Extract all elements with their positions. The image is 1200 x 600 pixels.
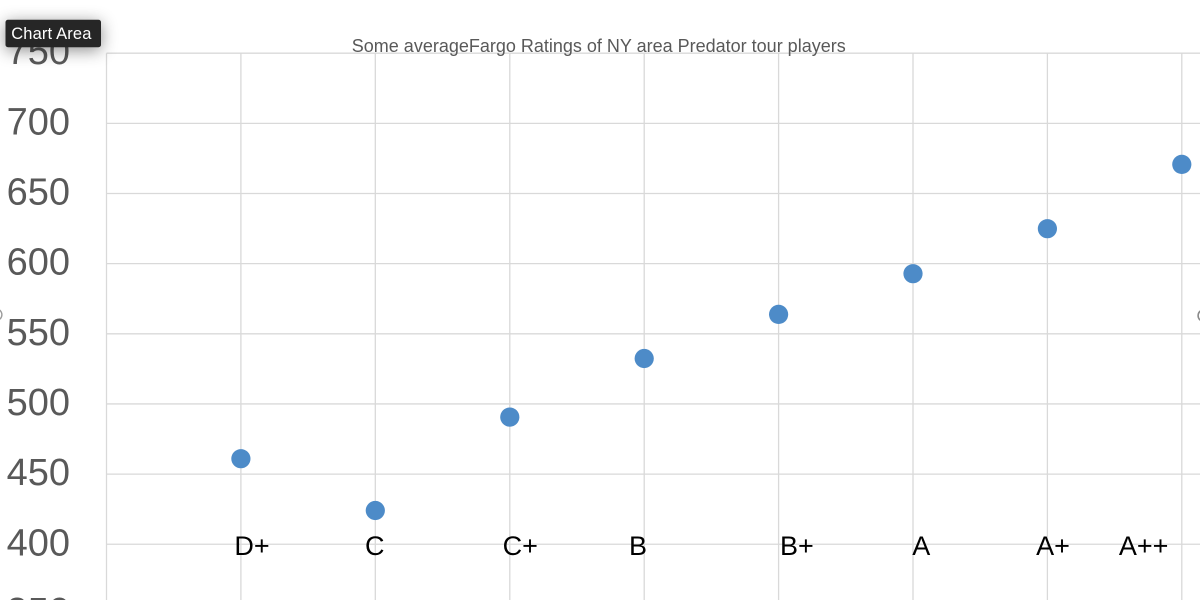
- svg-text:A: A: [912, 531, 930, 561]
- svg-text:Chart Area: Chart Area: [11, 25, 92, 43]
- svg-text:Some averageFargo Ratings of N: Some averageFargo Ratings of NY area Pre…: [352, 36, 846, 56]
- svg-text:550: 550: [7, 312, 70, 354]
- svg-text:A++: A++: [1119, 531, 1169, 561]
- svg-text:D+: D+: [234, 531, 269, 561]
- svg-text:450: 450: [7, 452, 70, 494]
- svg-text:650: 650: [7, 172, 70, 214]
- svg-text:700: 700: [7, 101, 70, 143]
- svg-text:600: 600: [7, 242, 70, 284]
- svg-text:B: B: [629, 531, 647, 561]
- svg-text:B+: B+: [780, 531, 814, 561]
- svg-text:500: 500: [7, 382, 70, 424]
- svg-text:C+: C+: [503, 531, 538, 561]
- svg-text:350: 350: [7, 591, 70, 600]
- svg-text:C: C: [365, 531, 385, 561]
- svg-text:400: 400: [7, 522, 70, 564]
- svg-text:A+: A+: [1036, 531, 1070, 561]
